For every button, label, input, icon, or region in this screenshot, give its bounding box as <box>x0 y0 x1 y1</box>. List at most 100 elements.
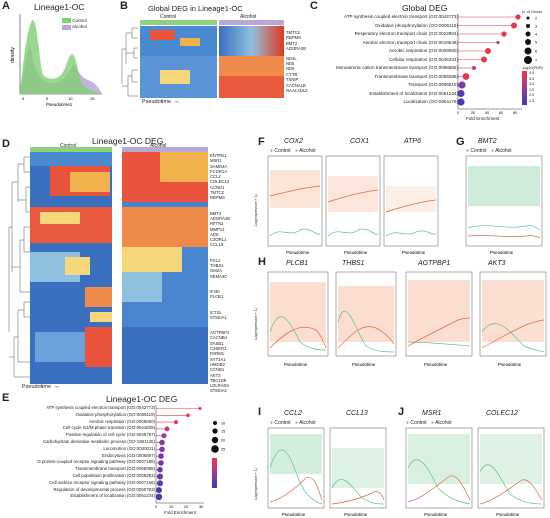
panel-c-title: Global DEG <box>402 3 448 13</box>
svg-text:Pseudotime: Pseudotime <box>402 250 426 255</box>
panel-i-gene-1: CCL2 <box>284 410 302 417</box>
panel-d-control-label: Control <box>60 143 77 149</box>
panel-h-scatter: Pseudotime Pseudotime Pseudotime Pseudot… <box>267 271 547 367</box>
svg-text:Pseudotime: Pseudotime <box>424 362 448 367</box>
svg-text:20: 20 <box>471 111 475 115</box>
panel-h-gene-1: PLCB1 <box>286 260 309 267</box>
panel-c-terms: ATP synthesis coupled electron transport… <box>335 14 458 105</box>
panel-j-scatter: Pseudotime Pseudotime <box>405 427 545 517</box>
panel-h-ylabel: Log(expression + 1) <box>254 308 258 340</box>
panel-a-title: Lineage1-OC <box>34 2 85 12</box>
panel-a-xlabel: Pseudotime1 <box>46 102 73 107</box>
panel-d-control-bar <box>30 147 112 152</box>
svg-text:15: 15 <box>90 96 95 101</box>
panel-d-title: Lineage1-OC DEG <box>92 136 164 146</box>
svg-text:5: 5 <box>46 96 49 101</box>
panel-f-scatter: Pseudotime Pseudotime Pseudotime <box>267 155 439 255</box>
panel-c-xlabel: Fold Enrichment <box>466 116 500 121</box>
panel-i-legend: ● Control ● Alcohol <box>270 420 316 426</box>
panel-f-ylabel: Log(expression + 1) <box>254 194 258 226</box>
svg-text:Pseudotime: Pseudotime <box>490 250 514 255</box>
panel-b-gene-labels: TMTC2 RBPMS BMT2 ADORA2B ND4L ND5 ND6 CYTB TXNI… <box>286 30 308 94</box>
svg-text:Pseudotime: Pseudotime <box>284 362 308 367</box>
panel-c-size-legend: N. of Genes 2 3 4 5 6 7 -log10(FDR) 4.0 3… <box>522 10 550 105</box>
panel-b-alcohol-bar <box>219 20 284 25</box>
panel-e-lollipop: 0 10 20 30 <box>155 405 204 509</box>
panel-i-gene-2: CCL13 <box>346 410 368 417</box>
svg-text:0: 0 <box>155 505 157 509</box>
svg-text:80: 80 <box>513 111 517 115</box>
panel-j-gene-2: COLEC12 <box>486 410 518 417</box>
panel-b-control-label: Control <box>160 14 177 20</box>
svg-text:20: 20 <box>221 439 225 443</box>
svg-text:30: 30 <box>199 505 203 509</box>
panel-h-gene-3: AGTPBP1 <box>418 260 451 267</box>
panel-i-letter: I <box>258 406 262 418</box>
svg-text:Pseudotime: Pseudotime <box>344 512 368 517</box>
panel-b-heatmap <box>140 26 284 98</box>
svg-text:10: 10 <box>169 505 173 509</box>
panel-j-legend: ● Control ● Alcohol <box>406 420 452 426</box>
svg-text:10: 10 <box>68 96 73 101</box>
svg-text:60: 60 <box>499 111 503 115</box>
panel-d-gene-labels: ENTPD1 MSR1 SAMD4A FCGR1A CCL2 COLEC12 CCND1 TM… <box>210 153 231 394</box>
svg-text:20: 20 <box>184 505 188 509</box>
svg-text:Pseudotime: Pseudotime <box>496 512 520 517</box>
panel-h-gene-2: THBS1 <box>342 260 365 267</box>
panel-a-letter: A <box>2 0 10 12</box>
panel-a-density-plot: density 0 5 10 15 Pseudotime1 <box>10 14 102 107</box>
panel-f-gene-3: ATP6 <box>404 138 421 145</box>
panel-e-size-legend: 10 15 20 25 <box>211 421 225 453</box>
panel-a-ylabel: density <box>10 47 16 63</box>
svg-text:10: 10 <box>221 422 225 426</box>
panel-j-gene-1: MSR1 <box>422 410 442 417</box>
panel-f-gene-1: COX2 <box>284 138 304 145</box>
svg-text:25: 25 <box>221 448 225 452</box>
panel-e-color-scale <box>212 458 217 488</box>
panel-a-legend: Control Alcohol <box>62 18 87 30</box>
panel-e-title: Lineage1-OC DEG <box>106 394 178 404</box>
panel-e-letter: E <box>2 392 10 404</box>
panel-b-title: Global DEG in Lineage1-OC <box>148 4 243 13</box>
svg-text:3: 3 <box>535 25 537 29</box>
svg-text:6: 6 <box>535 50 537 54</box>
panel-d-alcohol-bar <box>122 147 208 152</box>
panel-g-letter: G <box>456 136 465 148</box>
svg-text:5: 5 <box>535 41 537 45</box>
panel-g-scatter: Pseudotime <box>465 155 543 255</box>
svg-text:Pseudotime: Pseudotime <box>344 250 368 255</box>
panel-d-heatmap <box>30 152 208 384</box>
svg-text:Pseudotime: Pseudotime <box>352 362 376 367</box>
panel-f-legend: ● Control ● Alcohol <box>270 148 316 154</box>
panel-c-lollipop: 0 20 40 60 80 <box>457 14 522 115</box>
panel-d-dendrogram <box>8 156 30 378</box>
svg-text:2: 2 <box>535 17 537 21</box>
panel-b-dendrogram <box>121 27 138 97</box>
panel-b-letter: B <box>120 0 128 12</box>
panel-b-xlabel: Pseudotime → <box>142 98 180 105</box>
svg-text:7: 7 <box>535 59 537 63</box>
svg-text:Pseudotime: Pseudotime <box>286 250 310 255</box>
panel-f-letter: F <box>258 136 265 148</box>
svg-text:4: 4 <box>535 33 537 37</box>
panel-e-terms: ATP synthesis coupled electron transport… <box>37 405 155 499</box>
panel-h-gene-4: AKT3 <box>488 260 506 267</box>
svg-text:0: 0 <box>457 111 459 115</box>
svg-text:40: 40 <box>485 111 489 115</box>
svg-text:Pseudotime: Pseudotime <box>498 362 522 367</box>
panel-g-gene: BMT2 <box>478 138 497 145</box>
panel-g-legend: ● Control ● Alcohol <box>466 148 512 154</box>
panel-d-letter: D <box>2 138 10 150</box>
panel-d-alcohol-label: Alcohol <box>150 143 167 149</box>
panel-i-ylabel: Log(expression + 1) <box>254 468 258 500</box>
panel-f-gene-2: COX1 <box>350 138 370 145</box>
panel-h-letter: H <box>258 256 266 268</box>
panel-e-xlabel: Fold Enrichment <box>164 510 196 515</box>
panel-d-xlabel: Pseudotime → <box>22 383 60 390</box>
svg-text:0: 0 <box>22 96 25 101</box>
panel-b-alcohol-label: Alcohol <box>240 14 257 20</box>
svg-text:Pseudotime: Pseudotime <box>282 512 306 517</box>
panel-j-letter: J <box>398 406 405 418</box>
panel-c-letter: C <box>310 0 318 12</box>
panel-i-scatter: Pseudotime Pseudotime <box>267 427 387 517</box>
